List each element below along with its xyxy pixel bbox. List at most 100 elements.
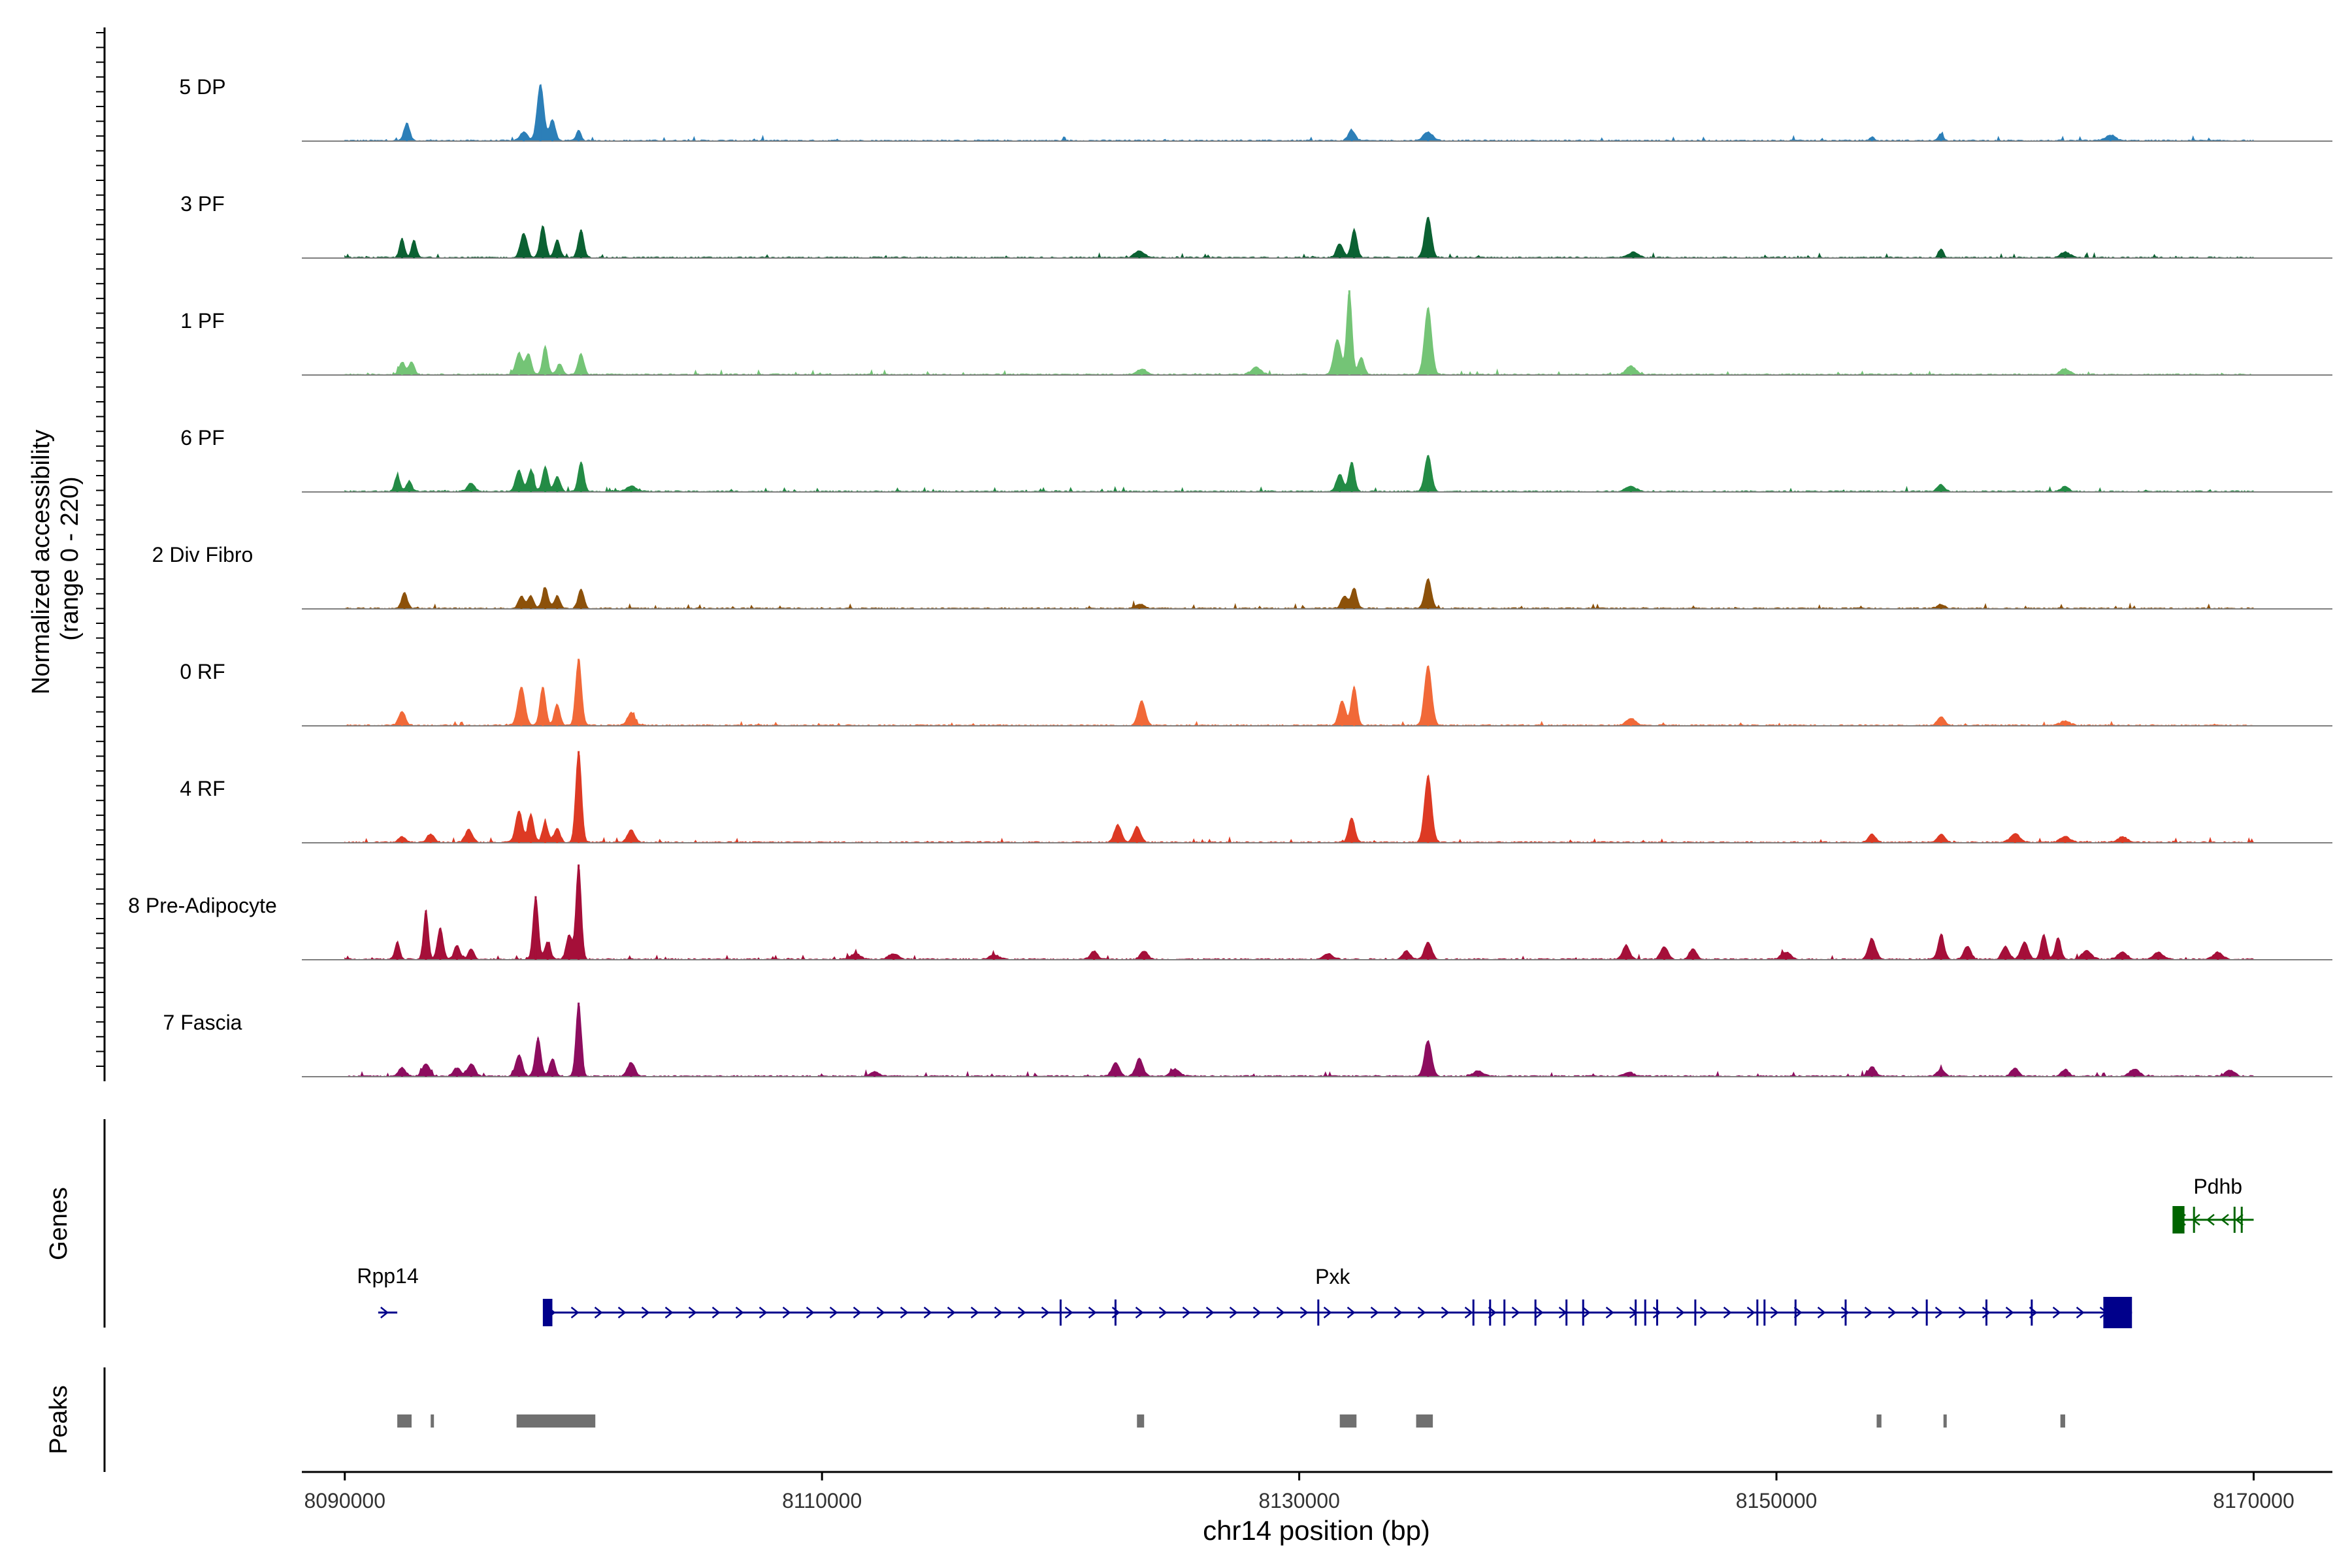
strand-arrow [1958, 1307, 1967, 1318]
coverage-area [344, 751, 2255, 843]
peaks-panel-label: Peaks [45, 1385, 73, 1454]
x-axis: 8090000 8110000 8130000 8150000 8170000 [304, 1472, 2295, 1512]
strand-arrow [570, 1307, 580, 1318]
strand-arrow [1511, 1307, 1520, 1318]
gene-label: Rpp14 [357, 1264, 418, 1288]
peak-region [2060, 1414, 2065, 1428]
strand-arrow [853, 1307, 862, 1318]
strand-arrow [1135, 1307, 1144, 1318]
strand-arrow [900, 1307, 909, 1318]
coverage-area [344, 291, 2255, 376]
peaks-track [397, 1414, 2065, 1428]
strand-arrow [994, 1307, 1003, 1318]
track-label: 0 RF [180, 660, 225, 683]
x-axis-title: chr14 position (bp) [1203, 1515, 1430, 1546]
x-tick-label: 8110000 [782, 1489, 862, 1512]
strand-arrow [1182, 1307, 1191, 1318]
strand-arrow [1887, 1307, 1897, 1318]
strand-arrow [1582, 1307, 1591, 1318]
peak-region [1943, 1414, 1947, 1428]
gene-label: Pxk [1315, 1265, 1350, 1288]
track-label: 8 Pre-Adipocyte [128, 894, 277, 917]
x-tick-label: 8130000 [1258, 1489, 1340, 1512]
gene-label: Pdhb [2193, 1175, 2242, 1198]
strand-arrow [617, 1307, 627, 1318]
strand-arrow [1935, 1307, 1944, 1318]
strand-arrow [1347, 1307, 1356, 1318]
exon-block [2103, 1297, 2132, 1328]
x-tick-label: 8090000 [304, 1489, 385, 1512]
strand-arrow [735, 1307, 744, 1318]
strand-arrow [2052, 1307, 2061, 1318]
x-tick-label: 8150000 [1736, 1489, 1818, 1512]
strand-arrow [1605, 1307, 1614, 1318]
coverage-area [344, 864, 2255, 960]
strand-arrow [1323, 1307, 1332, 1318]
strand-arrow [1111, 1307, 1120, 1318]
strand-arrow [2220, 1214, 2229, 1226]
track-7-fascia: 7 Fascia [163, 1002, 2332, 1077]
track-label: 5 DP [179, 75, 225, 99]
strand-arrow [806, 1307, 815, 1318]
strand-arrow [829, 1307, 838, 1318]
strand-arrow [1441, 1307, 1450, 1318]
track-1-pf: 1 PF [180, 290, 2332, 376]
track-label: 4 RF [180, 777, 225, 800]
strand-arrow [1299, 1307, 1309, 1318]
strand-arrow [970, 1307, 979, 1318]
strand-arrow [1229, 1307, 1238, 1318]
strand-arrow [2005, 1307, 2014, 1318]
coverage-area [344, 84, 2255, 142]
strand-arrow [1017, 1307, 1026, 1318]
strand-arrow [594, 1307, 603, 1318]
coverage-tracks: 5 DP 3 PF 1 PF 6 PF 2 Div Fibro 0 RF 4 RF 8 Pre… [128, 75, 2332, 1077]
strand-arrow [1676, 1307, 1685, 1318]
strand-arrow [1770, 1307, 1779, 1318]
gene-annotation-track: Rpp14 Pxk Pdhb [357, 1175, 2254, 1328]
strand-arrow [1864, 1307, 1873, 1318]
track-label: 7 Fascia [163, 1011, 242, 1034]
strand-arrow [1464, 1307, 1473, 1318]
strand-arrow [947, 1307, 956, 1318]
strand-arrow [1817, 1307, 1826, 1318]
track-5-dp: 5 DP [179, 75, 2332, 142]
peak-region [1416, 1414, 1433, 1428]
strand-arrow [1041, 1307, 1050, 1318]
track-8-pre-adipocyte: 8 Pre-Adipocyte [128, 864, 2332, 960]
coverage-y-axis [96, 27, 106, 1081]
strand-arrow [1370, 1307, 1379, 1318]
strand-arrow [1535, 1307, 1544, 1318]
gene-rpp14: Rpp14 [357, 1264, 419, 1318]
gene-pxk: Pxk [542, 1265, 2132, 1328]
peak-region [1339, 1414, 1357, 1428]
track-label: 2 Div Fibro [152, 543, 253, 566]
y-axis-title: Normalized accessibility (range 0 - 220) [27, 423, 84, 694]
strand-arrow [923, 1307, 932, 1318]
strand-arrow [641, 1307, 650, 1318]
strand-arrow [1840, 1307, 1850, 1318]
strand-arrow [2206, 1214, 2215, 1226]
strand-arrow [1252, 1307, 1262, 1318]
strand-arrow [1699, 1307, 1708, 1318]
strand-arrow [1723, 1307, 1732, 1318]
strand-arrow [876, 1307, 885, 1318]
strand-arrow [1793, 1307, 1803, 1318]
x-tick-label: 8170000 [2213, 1489, 2295, 1512]
exon-block [542, 1299, 553, 1326]
strand-arrow [380, 1307, 389, 1318]
strand-arrow [1088, 1307, 1097, 1318]
strand-arrow [782, 1307, 791, 1318]
strand-arrow [1276, 1307, 1285, 1318]
strand-arrow [664, 1307, 674, 1318]
track-4-rf: 4 RF [180, 751, 2332, 843]
peak-region [1137, 1414, 1145, 1428]
track-3-pf: 3 PF [180, 192, 2332, 259]
strand-arrow [1205, 1307, 1215, 1318]
strand-arrow [1982, 1307, 1991, 1318]
coverage-area [344, 216, 2255, 259]
peak-region [516, 1414, 596, 1428]
genes-panel-label: Genes [45, 1187, 73, 1260]
strand-arrow [1394, 1307, 1403, 1318]
strand-arrow [2234, 1214, 2244, 1226]
